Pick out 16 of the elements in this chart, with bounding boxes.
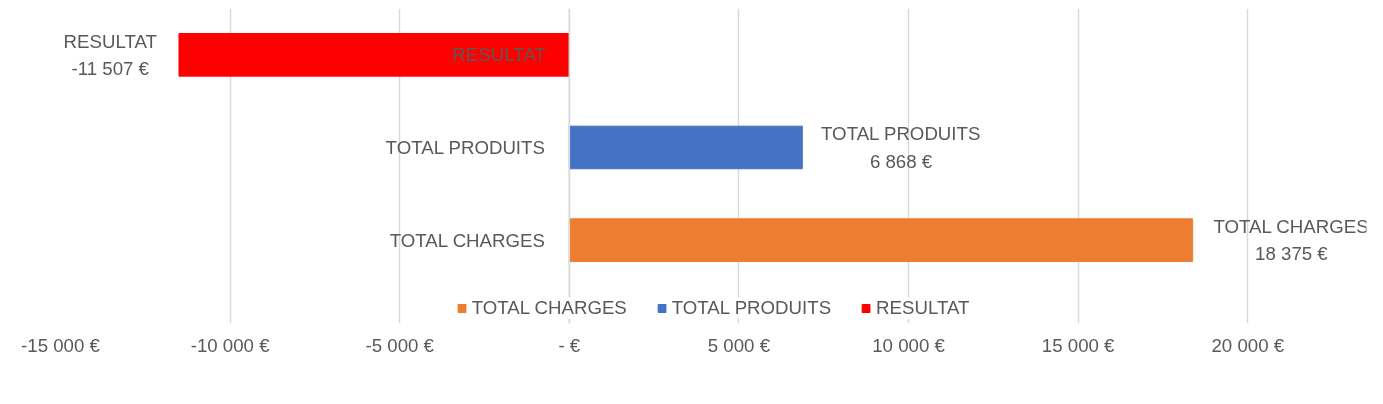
y-tick-label: TOTAL CHARGES bbox=[389, 229, 545, 251]
legend-label: TOTAL PRODUITS bbox=[671, 297, 832, 319]
data-label: TOTAL PRODUITS 6 868 € bbox=[821, 123, 981, 172]
x-tick-label: -15 000 € bbox=[21, 334, 101, 356]
x-tick-label: - € bbox=[558, 334, 581, 356]
legend-label: TOTAL CHARGES bbox=[471, 297, 627, 319]
data-label: RESULTAT -11 507 € bbox=[63, 30, 157, 79]
x-tick-label: 5 000 € bbox=[707, 334, 771, 356]
y-tick-label: TOTAL PRODUITS bbox=[385, 136, 545, 158]
y-tick-label: RESULTAT bbox=[452, 44, 546, 66]
x-tick-label: -5 000 € bbox=[365, 334, 435, 356]
legend-label: RESULTAT bbox=[876, 297, 970, 319]
x-tick-label: 10 000 € bbox=[872, 334, 946, 356]
x-tick-label: 20 000 € bbox=[1211, 334, 1285, 356]
x-tick-label: -10 000 € bbox=[190, 334, 271, 356]
x-tick-label: 15 000 € bbox=[1041, 334, 1116, 356]
